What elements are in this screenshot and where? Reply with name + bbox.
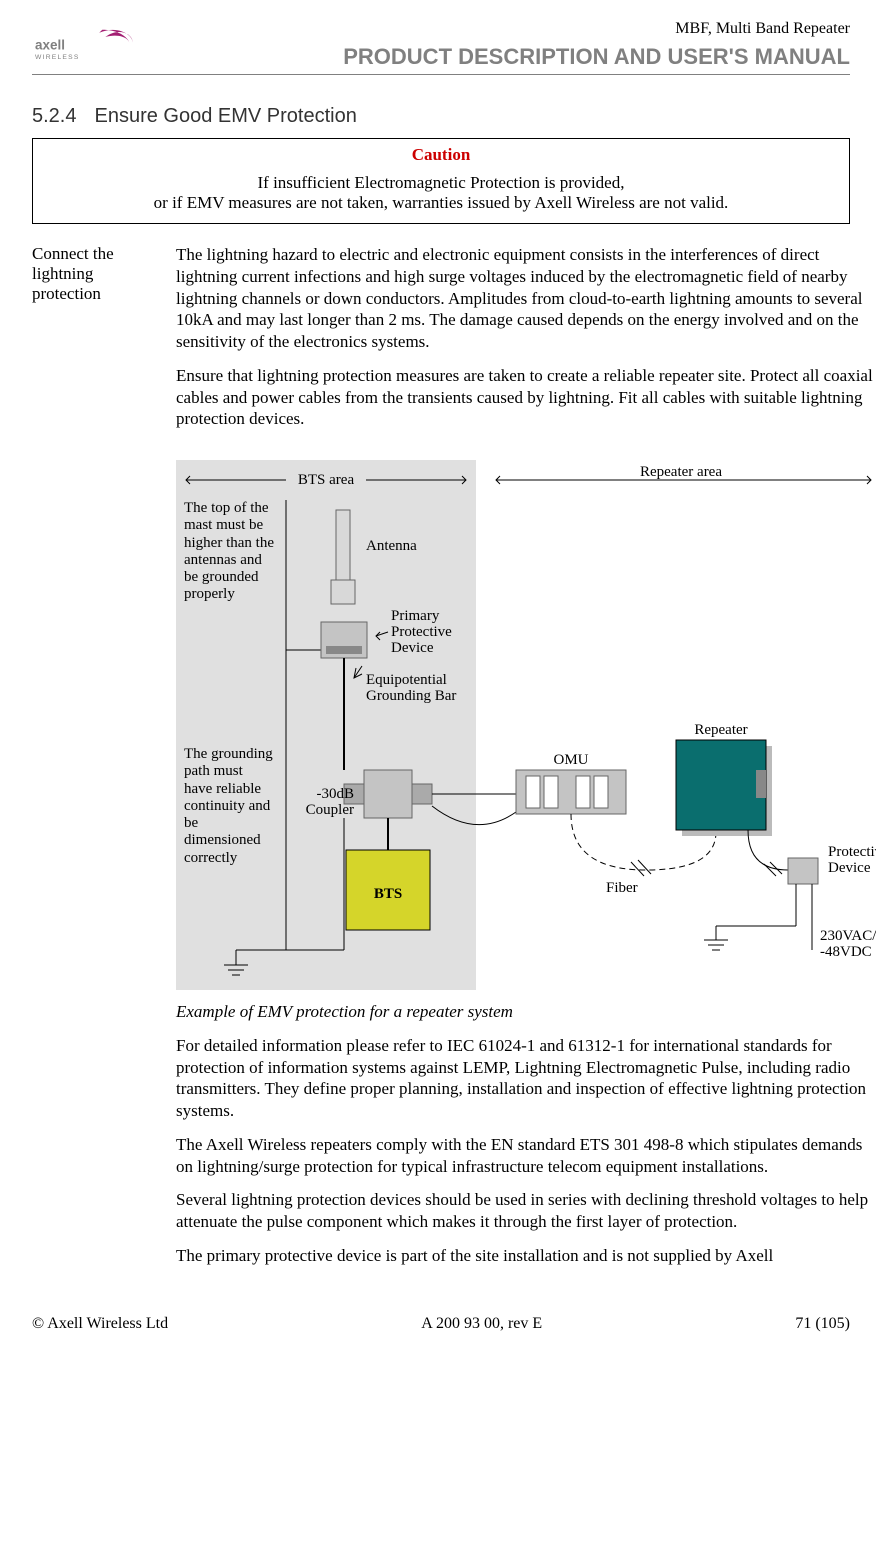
para-1: The lightning hazard to electric and ele…: [176, 244, 876, 353]
body: Connect the lightning protection The lig…: [32, 244, 850, 1279]
svg-text:Grounding Bar: Grounding Bar: [366, 688, 456, 704]
para-6: The primary protective device is part of…: [176, 1245, 876, 1267]
emv-diagram: BTS area Repeater area The top of the ma…: [176, 450, 876, 995]
caution-line1: If insufficient Electromagnetic Protecti…: [41, 173, 841, 193]
svg-text:Antenna: Antenna: [366, 538, 417, 554]
footer-left: © Axell Wireless Ltd: [32, 1315, 168, 1333]
logo: axell WIRELESS: [32, 20, 142, 70]
para-2: Ensure that lightning protection measure…: [176, 365, 876, 430]
svg-text:Fiber: Fiber: [606, 880, 638, 896]
section-number: 5.2.4: [32, 105, 76, 127]
svg-text:Coupler: Coupler: [306, 802, 354, 818]
svg-text:Primary: Primary: [391, 608, 440, 624]
svg-text:Protective: Protective: [391, 624, 452, 640]
svg-text:Repeater: Repeater: [694, 722, 747, 738]
section-heading: 5.2.4 Ensure Good EMV Protection: [32, 105, 850, 128]
svg-text:axell: axell: [35, 37, 65, 52]
svg-text:-30dB: -30dB: [317, 786, 355, 802]
svg-text:WIRELESS: WIRELESS: [35, 54, 80, 61]
svg-text:OMU: OMU: [553, 752, 588, 768]
svg-text:-48VDC: -48VDC: [820, 944, 872, 960]
page-footer: © Axell Wireless Ltd A 200 93 00, rev E …: [32, 1315, 850, 1333]
svg-text:Protective: Protective: [828, 844, 876, 860]
para-3: For detailed information please refer to…: [176, 1035, 876, 1122]
doc-title: PRODUCT DESCRIPTION AND USER'S MANUAL: [343, 44, 850, 70]
footer-center: A 200 93 00, rev E: [421, 1315, 542, 1333]
header-right: MBF, Multi Band Repeater PRODUCT DESCRIP…: [343, 20, 850, 70]
svg-text:230VAC/: 230VAC/: [820, 928, 876, 944]
svg-text:BTS: BTS: [374, 886, 402, 902]
product-name: MBF, Multi Band Repeater: [343, 20, 850, 38]
svg-text:Device: Device: [391, 640, 434, 656]
header-rule: [32, 74, 850, 75]
caution-line2: or if EMV measures are not taken, warran…: [41, 193, 841, 213]
svg-text:BTS area: BTS area: [298, 472, 355, 488]
axell-logo-icon: axell WIRELESS: [32, 20, 142, 70]
page-header: axell WIRELESS MBF, Multi Band Repeater …: [32, 20, 850, 70]
side-label: Connect the lightning protection: [32, 244, 152, 304]
para-4: The Axell Wireless repeaters comply with…: [176, 1134, 876, 1178]
svg-text:Equipotential: Equipotential: [366, 672, 447, 688]
svg-text:Device: Device: [828, 860, 871, 876]
caution-box: Caution If insufficient Electromagnetic …: [32, 138, 850, 224]
body-column: The lightning hazard to electric and ele…: [176, 244, 876, 1279]
para-5: Several lightning protection devices sho…: [176, 1189, 876, 1233]
footer-right: 71 (105): [795, 1315, 850, 1333]
caution-title: Caution: [41, 145, 841, 165]
svg-text:Repeater area: Repeater area: [640, 464, 722, 480]
section-title: Ensure Good EMV Protection: [94, 105, 356, 127]
figure-caption: Example of EMV protection for a repeater…: [176, 1001, 876, 1023]
